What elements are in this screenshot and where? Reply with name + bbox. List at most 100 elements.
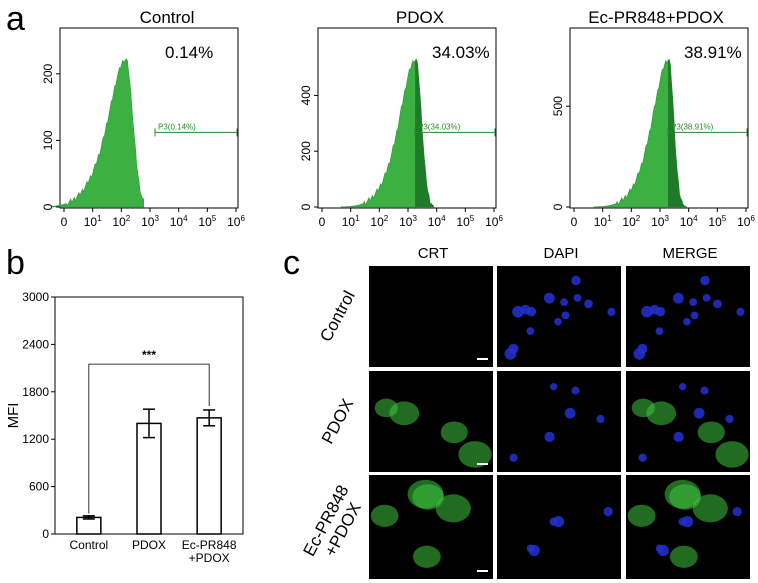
dapi-nucleus: [528, 544, 540, 557]
dapi-nucleus: [689, 298, 697, 306]
micrograph-dapi-row1: [497, 266, 621, 367]
micrograph-crt-row1: [369, 266, 493, 367]
dapi-nucleus: [683, 317, 691, 326]
crt-signal: [370, 504, 399, 527]
panel-label-b: b: [6, 244, 25, 282]
mfi-bar-chart: 0 600 1200 1800 2400 3000 MFI Control PDOX Ec-PR8…: [5, 290, 244, 565]
x-tick-label: 101: [84, 214, 102, 229]
dapi-nucleus: [678, 517, 687, 526]
y-tick-label: 0: [551, 203, 565, 210]
dapi-nucleus: [700, 275, 710, 286]
dapi-nucleus: [713, 299, 722, 309]
micrograph-crt-row2: [369, 371, 493, 472]
dapi-nucleus: [520, 304, 531, 315]
crt-signal: [715, 441, 749, 468]
y-tick-label: 0: [299, 203, 313, 210]
dapi-nucleus: [700, 386, 709, 395]
bar-2: [136, 422, 162, 535]
crt-signal: [669, 484, 702, 510]
row-label: PDOX: [318, 396, 357, 447]
x-tick-label: 101: [594, 214, 612, 229]
histogram-title: Control: [140, 8, 195, 27]
histogram-frame: [59, 27, 239, 209]
histogram-title: PDOX: [396, 8, 444, 27]
dapi-nucleus: [649, 304, 660, 315]
x-tick-label: 103: [651, 214, 669, 229]
dapi-nucleus: [584, 299, 593, 309]
histogram-fill: [340, 58, 434, 208]
dapi-nucleus: [655, 327, 664, 336]
x-tick-label: 106: [227, 214, 245, 229]
dapi-nucleus: [672, 292, 684, 304]
dapi-nucleus: [736, 307, 745, 316]
dapi-nucleus: [638, 453, 647, 462]
histogram-fill: [50, 58, 145, 208]
dapi-nucleus: [550, 383, 558, 391]
crt-signal: [646, 401, 677, 426]
histogram-frame: [569, 27, 749, 209]
category-label: Control: [69, 538, 108, 552]
panel-label-c: c: [283, 244, 300, 282]
dapi-nucleus: [732, 506, 742, 517]
gate-percent: 38.91%: [684, 43, 742, 62]
flow-histogram-1: Control P3(0.14%) 0.14% 0 100 200 0 101 102 103 10…: [41, 8, 245, 229]
x-tick-label: 106: [737, 214, 755, 229]
crt-signal: [627, 504, 656, 527]
x-tick-label: 105: [198, 214, 216, 229]
dapi-nucleus: [504, 347, 517, 360]
x-tick-label: 0: [61, 215, 68, 229]
histogram-frame: [317, 27, 497, 209]
micrograph-background: [369, 266, 493, 367]
crt-signal: [458, 441, 492, 468]
dapi-nucleus: [693, 407, 705, 419]
dapi-nucleus: [544, 431, 555, 442]
micrograph-dapi-row2: [497, 371, 621, 472]
column-header-crt: CRT: [418, 245, 449, 262]
crt-signal: [435, 494, 471, 523]
y-tick-label: 1200: [22, 432, 49, 446]
y-tick-label: 2400: [22, 337, 49, 351]
micrograph-crt-row3: [369, 475, 493, 579]
x-tick-label: 102: [370, 214, 388, 229]
dapi-nucleus: [573, 293, 582, 302]
micrograph-merge-row2: [626, 371, 750, 472]
dapi-nucleus: [657, 544, 669, 557]
bar-3: [196, 417, 222, 535]
flow-cytometry-histograms: Control P3(0.14%) 0.14% 0 100 200 0 101 102 103 10…: [41, 8, 755, 229]
dapi-nucleus: [603, 506, 613, 517]
x-tick-label: 102: [112, 214, 130, 229]
y-tick-label: 200: [299, 141, 313, 161]
x-tick-label: 104: [680, 214, 698, 229]
dapi-nucleus: [702, 293, 711, 302]
y-tick-label: 200: [41, 63, 55, 83]
dapi-nucleus: [725, 414, 734, 424]
dapi-nucleus: [560, 298, 568, 306]
dapi-nucleus: [571, 275, 581, 286]
histogram-title: Ec-PR848+PDOX: [588, 8, 724, 27]
x-tick-label: 0: [319, 215, 326, 229]
histogram-gated-fill: [415, 59, 434, 207]
x-tick-label: 105: [456, 214, 474, 229]
crt-signal: [697, 421, 725, 444]
y-tick-label: 0: [41, 203, 55, 210]
crt-signal: [412, 484, 445, 510]
microscopy-grid: CRT DAPI MERGE Control PDOX Ec-PR848+PDOX: [300, 245, 750, 579]
dapi-nucleus: [673, 431, 684, 442]
column-header-dapi: DAPI: [543, 245, 578, 262]
flow-histogram-3: Ec-PR848+PDOX P3(38.91%) 38.91% 0 500 0 101 102…: [551, 8, 755, 229]
gate-label: P3(0.14%): [158, 122, 196, 131]
dapi-nucleus: [564, 407, 576, 419]
y-tick-label: 100: [41, 130, 55, 150]
x-tick-label: 103: [399, 214, 417, 229]
crt-signal: [440, 421, 468, 444]
bar-1: [76, 516, 102, 535]
y-tick-label: 600: [29, 480, 49, 494]
x-tick-label: 0: [571, 215, 578, 229]
flow-histogram-2: PDOX P3(34.03%) 34.03% 0 200 400 0 101 102 103 104…: [299, 8, 503, 229]
dapi-nucleus: [526, 327, 535, 336]
x-tick-label: 106: [485, 214, 503, 229]
histogram-gated-fill: [668, 59, 687, 208]
x-tick-label: 104: [428, 214, 446, 229]
y-tick-label: 400: [299, 85, 313, 105]
